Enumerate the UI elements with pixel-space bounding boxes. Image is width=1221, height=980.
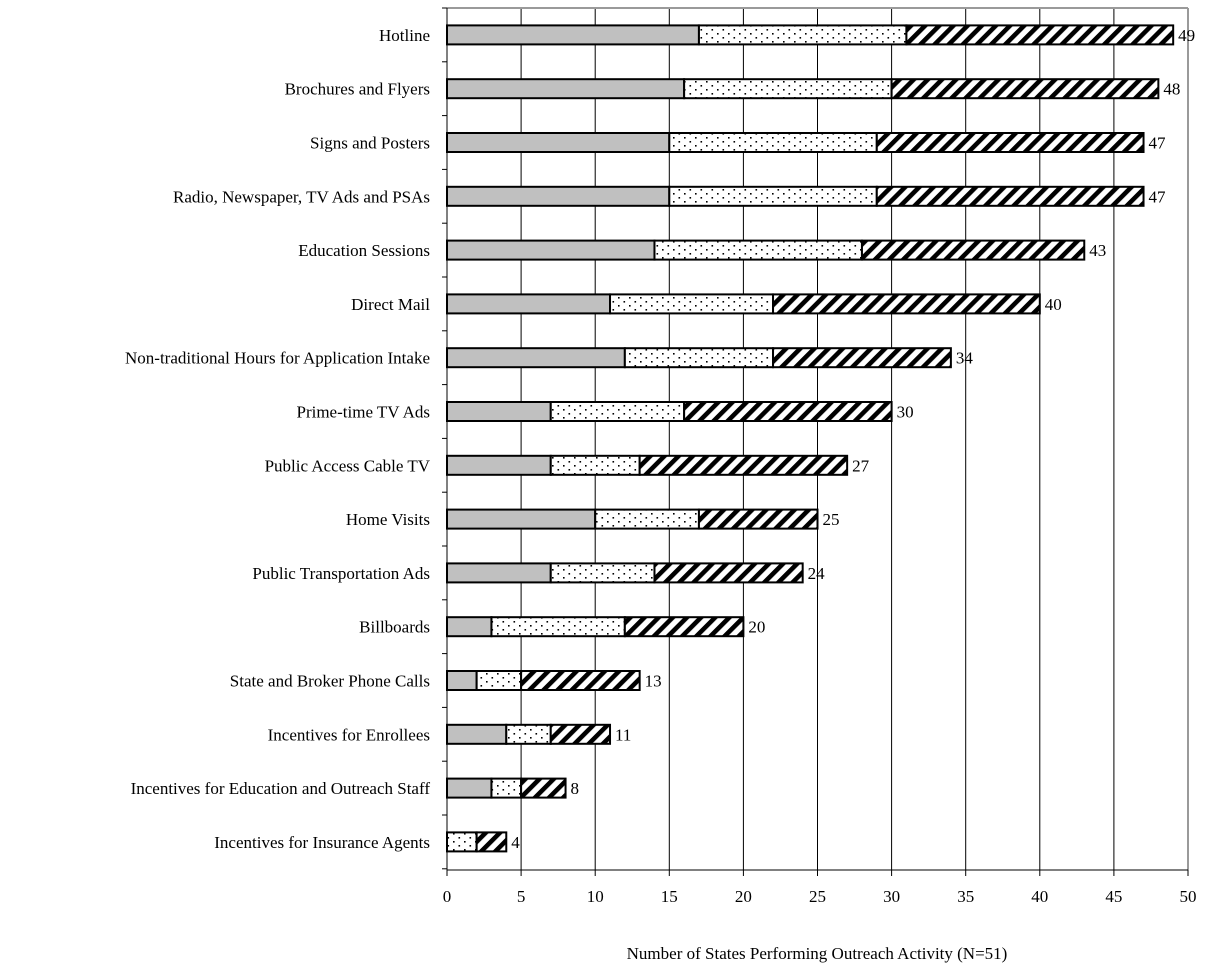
bar-segment-solid [446, 723, 508, 745]
bar-segment-solid [446, 132, 671, 153]
bar-segment-dotted [683, 78, 893, 100]
bar-total-label: 4 [511, 833, 520, 852]
category-label: Public Access Cable TV [265, 456, 431, 475]
x-tick-label: 50 [1180, 887, 1197, 906]
category-label: Incentives for Education and Outreach St… [131, 779, 431, 798]
bar-segment-dotted [505, 723, 552, 745]
category-label: Prime-time TV Ads [297, 403, 431, 422]
bar-total-label: 20 [748, 618, 765, 637]
bar-total-label: 40 [1045, 295, 1062, 314]
bar-segment-dotted [623, 347, 775, 369]
bar-total-label: 47 [1149, 187, 1167, 206]
x-tick-label: 5 [517, 887, 526, 906]
bar-segment-dotted [549, 401, 686, 422]
x-tick-label: 45 [1105, 887, 1122, 906]
bar-segment-dotted [446, 831, 478, 853]
bar-segment-dotted [490, 777, 523, 799]
category-label: Signs and Posters [310, 134, 430, 153]
bar-total-label: 25 [823, 510, 840, 529]
bar-segment-solid [446, 293, 612, 315]
bar-segment-hatched [890, 78, 1160, 100]
bar-segment-dotted [668, 185, 878, 207]
category-label: Brochures and Flyers [285, 80, 430, 99]
x-tick-label: 35 [957, 887, 974, 906]
bar-segment-solid [446, 670, 478, 691]
bar-segment-solid [446, 24, 700, 46]
bar-segment-dotted [594, 508, 700, 530]
category-label: Radio, Newspaper, TV Ads and PSAs [173, 187, 430, 206]
bar-segment-solid [446, 185, 671, 207]
bar-segment-solid [446, 78, 686, 100]
bar-segment-hatched [520, 777, 567, 799]
bar-segment-dotted [697, 24, 908, 46]
category-label: Non-traditional Hours for Application In… [125, 349, 430, 368]
bar-segment-hatched [683, 401, 893, 422]
bar-total-label: 24 [808, 564, 826, 583]
bar-segment-hatched [623, 616, 745, 638]
bar-segment-solid [446, 777, 493, 799]
bar-segment-dotted [490, 616, 626, 638]
bar-segment-dotted [549, 562, 656, 584]
category-label: Home Visits [346, 510, 430, 529]
bar-segment-dotted [475, 670, 523, 691]
bar-total-label: 34 [956, 349, 974, 368]
bar-segment-solid [446, 239, 656, 261]
bar-segment-dotted [549, 454, 641, 476]
bar-total-label: 13 [645, 672, 662, 691]
bar-segment-hatched [772, 347, 952, 369]
bar-segment-dotted [668, 132, 878, 153]
bar-total-label: 47 [1149, 134, 1167, 153]
category-label: Incentives for Insurance Agents [214, 833, 430, 852]
bar-total-label: 27 [852, 456, 870, 475]
category-label: Hotline [379, 26, 430, 45]
bar-segment-hatched [520, 670, 641, 691]
bar-segment-dotted [653, 239, 863, 261]
bar-segment-hatched [549, 723, 612, 745]
bar-segment-solid [446, 616, 493, 638]
bar-total-label: 30 [897, 403, 914, 422]
bar-segment-hatched [697, 508, 819, 530]
bar-segment-solid [446, 347, 626, 369]
category-label: State and Broker Phone Calls [230, 672, 430, 691]
bar-segment-hatched [772, 293, 1041, 315]
bar-segment-hatched [905, 24, 1175, 46]
bar-total-label: 8 [571, 779, 580, 798]
category-label: Billboards [359, 618, 430, 637]
bar-segment-hatched [638, 454, 849, 476]
bar-segment-hatched [653, 562, 804, 584]
bar-segment-solid [446, 562, 552, 584]
bar-total-label: 11 [615, 725, 631, 744]
category-label: Direct Mail [351, 295, 430, 314]
x-tick-label: 40 [1031, 887, 1048, 906]
x-tick-label: 25 [809, 887, 826, 906]
category-label: Education Sessions [298, 241, 430, 260]
bar-total-label: 48 [1163, 80, 1180, 99]
bar-segment-solid [446, 508, 597, 530]
x-tick-label: 10 [587, 887, 604, 906]
bar-segment-solid [446, 401, 552, 422]
bar-segment-solid [446, 454, 552, 476]
bar-segment-hatched [875, 185, 1145, 207]
bar-segment-hatched [875, 132, 1145, 153]
x-tick-label: 0 [443, 887, 452, 906]
category-label: Public Transportation Ads [252, 564, 430, 583]
bar-segment-hatched [475, 831, 508, 853]
x-tick-label: 20 [735, 887, 752, 906]
bar-segment-dotted [609, 293, 775, 315]
bar-total-label: 43 [1089, 241, 1106, 260]
x-tick-label: 15 [661, 887, 678, 906]
category-label: Incentives for Enrollees [268, 725, 430, 744]
bar-segment-hatched [860, 239, 1086, 261]
x-axis-title: Number of States Performing Outreach Act… [627, 944, 1008, 963]
x-tick-label: 30 [883, 887, 900, 906]
bar-total-label: 49 [1178, 26, 1195, 45]
